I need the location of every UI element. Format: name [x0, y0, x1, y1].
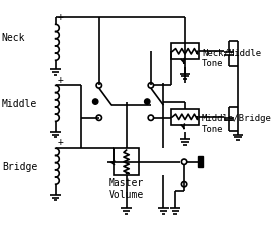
Text: +: + [58, 74, 63, 84]
Bar [114, 149, 139, 175]
Text: Bridge: Bridge [2, 162, 37, 171]
Text: Middle: Middle [2, 99, 37, 109]
Text: Neck/Middle
Tone: Neck/Middle Tone [202, 49, 261, 68]
Bar [171, 44, 199, 60]
Bar [198, 157, 203, 167]
Text: Middle/Bridge
Tone: Middle/Bridge Tone [202, 114, 272, 133]
Text: Neck: Neck [2, 33, 25, 43]
Circle shape [93, 99, 98, 105]
Circle shape [145, 99, 150, 105]
Text: Master
Volume: Master Volume [109, 177, 144, 199]
Text: +: + [58, 137, 63, 147]
Text: +: + [58, 12, 63, 22]
Bar [171, 109, 199, 125]
